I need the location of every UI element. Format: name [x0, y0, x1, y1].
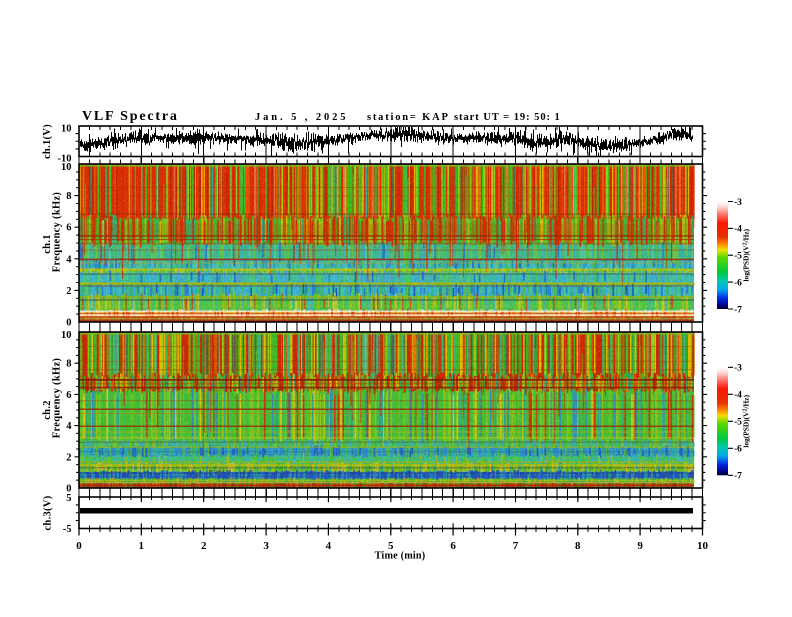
svg-text:6: 6: [66, 390, 71, 401]
svg-text:-6: -6: [734, 445, 742, 455]
svg-text:8: 8: [66, 359, 71, 370]
svg-text:ch.1(V): ch.1(V): [42, 124, 53, 159]
svg-text:0: 0: [66, 484, 71, 495]
svg-text:log(PSD)(V2/Hz): log(PSD)(V2/Hz): [742, 228, 751, 281]
svg-text:-5: -5: [734, 418, 742, 428]
svg-text:Jan. 5 , 2025: Jan. 5 , 2025: [255, 112, 348, 123]
svg-text:Time (min): Time (min): [375, 551, 426, 562]
svg-text:-7: -7: [734, 305, 742, 315]
svg-text:7: 7: [513, 540, 519, 552]
svg-text:Frequency (kHz): Frequency (kHz): [52, 192, 63, 273]
svg-text:-4: -4: [734, 391, 742, 401]
svg-text:4: 4: [66, 421, 72, 432]
svg-text:0: 0: [76, 540, 82, 552]
svg-text:9: 9: [637, 540, 643, 552]
svg-text:-6: -6: [734, 278, 742, 288]
svg-text:-5: -5: [734, 252, 742, 262]
svg-text:-3: -3: [734, 364, 742, 374]
svg-text:6: 6: [66, 223, 71, 234]
svg-text:2: 2: [201, 540, 207, 552]
svg-text:Frequency (kHz): Frequency (kHz): [52, 358, 63, 439]
svg-text:-4: -4: [734, 225, 742, 235]
svg-text:-3: -3: [734, 198, 742, 208]
svg-text:10: 10: [61, 124, 72, 135]
svg-text:1: 1: [139, 540, 145, 552]
svg-text:2: 2: [66, 286, 71, 297]
svg-text:6: 6: [450, 540, 456, 552]
svg-text:8: 8: [66, 191, 71, 202]
svg-text:-10: -10: [58, 154, 72, 165]
svg-text:-5: -5: [63, 524, 72, 535]
svg-text:10: 10: [61, 330, 72, 341]
svg-text:4: 4: [66, 254, 72, 265]
svg-text:10: 10: [697, 540, 709, 552]
svg-text:4: 4: [326, 540, 332, 552]
svg-text:ch.1: ch.1: [42, 234, 53, 254]
svg-text:VLF Spectra: VLF Spectra: [82, 109, 179, 124]
svg-text:10: 10: [61, 162, 72, 173]
svg-text:ch.3(V): ch.3(V): [43, 495, 54, 530]
svg-text:5: 5: [66, 493, 71, 504]
svg-text:-7: -7: [734, 472, 742, 482]
svg-text:start UT = 19: 50: 1: start UT = 19: 50: 1: [454, 112, 561, 123]
svg-text:station= KAP: station= KAP: [367, 112, 450, 123]
svg-text:log(PSD)(V2/Hz): log(PSD)(V2/Hz): [742, 394, 751, 447]
svg-text:8: 8: [575, 540, 581, 552]
svg-text:ch.2: ch.2: [42, 400, 53, 420]
svg-text:3: 3: [263, 540, 269, 552]
svg-text:0: 0: [66, 318, 71, 329]
svg-text:2: 2: [66, 452, 71, 463]
svg-text:5: 5: [388, 540, 394, 552]
